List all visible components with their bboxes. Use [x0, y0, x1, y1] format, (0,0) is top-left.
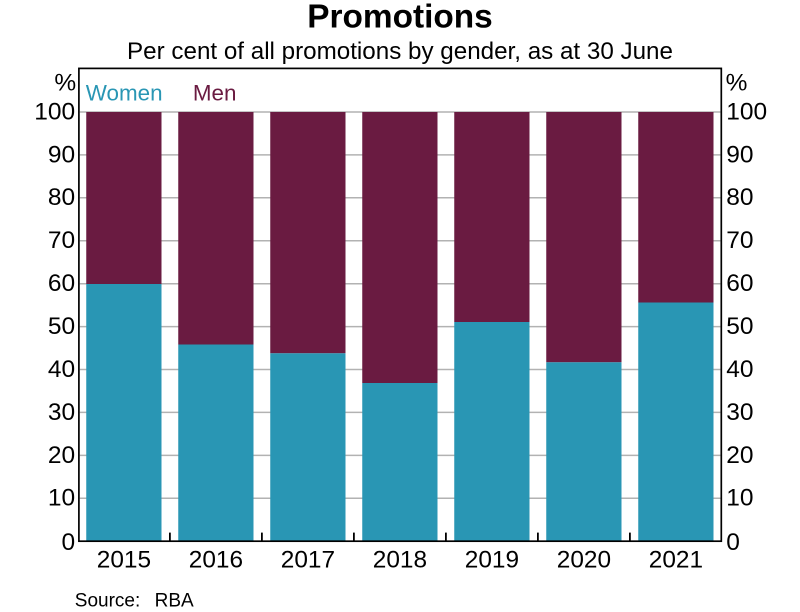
svg-text:2020: 2020 [557, 546, 611, 573]
svg-text:30: 30 [48, 399, 75, 426]
svg-text:90: 90 [726, 141, 753, 168]
svg-text:Promotions: Promotions [307, 0, 493, 36]
svg-text:2015: 2015 [97, 546, 151, 573]
svg-text:100: 100 [726, 98, 767, 125]
svg-text:100: 100 [34, 98, 75, 125]
svg-text:Men: Men [193, 81, 237, 106]
svg-text:30: 30 [726, 399, 753, 426]
svg-text:10: 10 [48, 485, 75, 512]
svg-text:10: 10 [726, 485, 753, 512]
svg-text:2018: 2018 [373, 546, 427, 573]
svg-text:80: 80 [48, 184, 75, 211]
svg-text:0: 0 [62, 529, 76, 556]
svg-text:%: % [726, 69, 748, 96]
svg-text:Per cent of all promotions by: Per cent of all promotions by gender, as… [127, 38, 673, 65]
svg-text:0: 0 [726, 529, 740, 556]
svg-text:Women: Women [86, 81, 163, 106]
svg-text:60: 60 [726, 270, 753, 297]
svg-text:2017: 2017 [281, 546, 335, 573]
svg-text:40: 40 [48, 356, 75, 383]
svg-text:50: 50 [726, 313, 753, 340]
svg-text:2019: 2019 [465, 546, 519, 573]
svg-text:20: 20 [48, 442, 75, 469]
svg-text:90: 90 [48, 141, 75, 168]
svg-text:70: 70 [48, 227, 75, 254]
svg-text:RBA: RBA [155, 591, 194, 612]
svg-text:50: 50 [48, 313, 75, 340]
svg-text:60: 60 [48, 270, 75, 297]
svg-text:2016: 2016 [189, 546, 243, 573]
svg-text:40: 40 [726, 356, 753, 383]
svg-text:20: 20 [726, 442, 753, 469]
svg-text:70: 70 [726, 227, 753, 254]
svg-text:%: % [54, 69, 76, 96]
svg-text:80: 80 [726, 184, 753, 211]
svg-text:2021: 2021 [649, 546, 703, 573]
svg-text:Source:: Source: [75, 591, 140, 612]
